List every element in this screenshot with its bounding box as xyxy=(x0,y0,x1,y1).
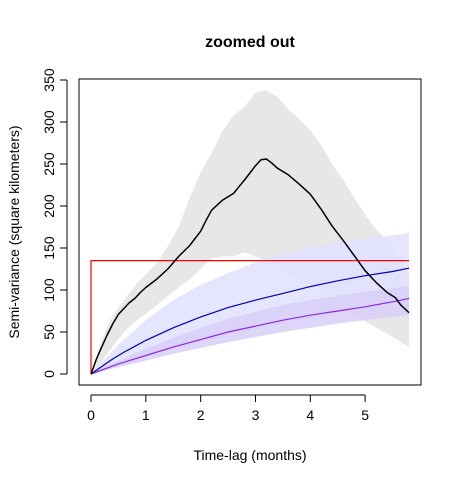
y-axis: 0 50 100 150 200 250 300 350 xyxy=(41,68,68,378)
empirical-ci-band xyxy=(91,90,409,374)
x-axis-label: Time-lag (months) xyxy=(193,447,306,463)
chart-title: zoomed out xyxy=(205,34,295,51)
x-tick-label: 3 xyxy=(252,407,260,423)
y-axis-label: Semi-variance (square kilometers) xyxy=(6,125,22,338)
x-tick-label: 2 xyxy=(197,407,205,423)
y-tick-label: 50 xyxy=(41,324,57,340)
y-tick-label: 200 xyxy=(41,194,57,218)
model-purple-ci-band xyxy=(91,285,409,374)
plot-frame xyxy=(78,78,422,386)
x-axis: 0 1 2 3 4 5 xyxy=(87,394,369,423)
y-tick-label: 0 xyxy=(41,370,57,378)
model-purple-line xyxy=(90,297,410,375)
model-blue-ci-band xyxy=(91,232,409,374)
x-tick-label: 5 xyxy=(361,407,369,423)
y-tick-label: 250 xyxy=(41,152,57,176)
model-red-line xyxy=(90,260,409,374)
plot-layer xyxy=(90,90,410,375)
x-tick-label: 1 xyxy=(142,407,150,423)
y-tick-label: 350 xyxy=(41,68,57,92)
x-tick-label: 4 xyxy=(306,407,314,423)
empirical-line xyxy=(90,158,410,375)
y-tick-label: 100 xyxy=(41,278,57,302)
y-tick-label: 150 xyxy=(41,236,57,260)
x-tick-label: 0 xyxy=(87,407,95,423)
model-blue-line xyxy=(90,267,410,375)
y-tick-label: 300 xyxy=(41,110,57,134)
